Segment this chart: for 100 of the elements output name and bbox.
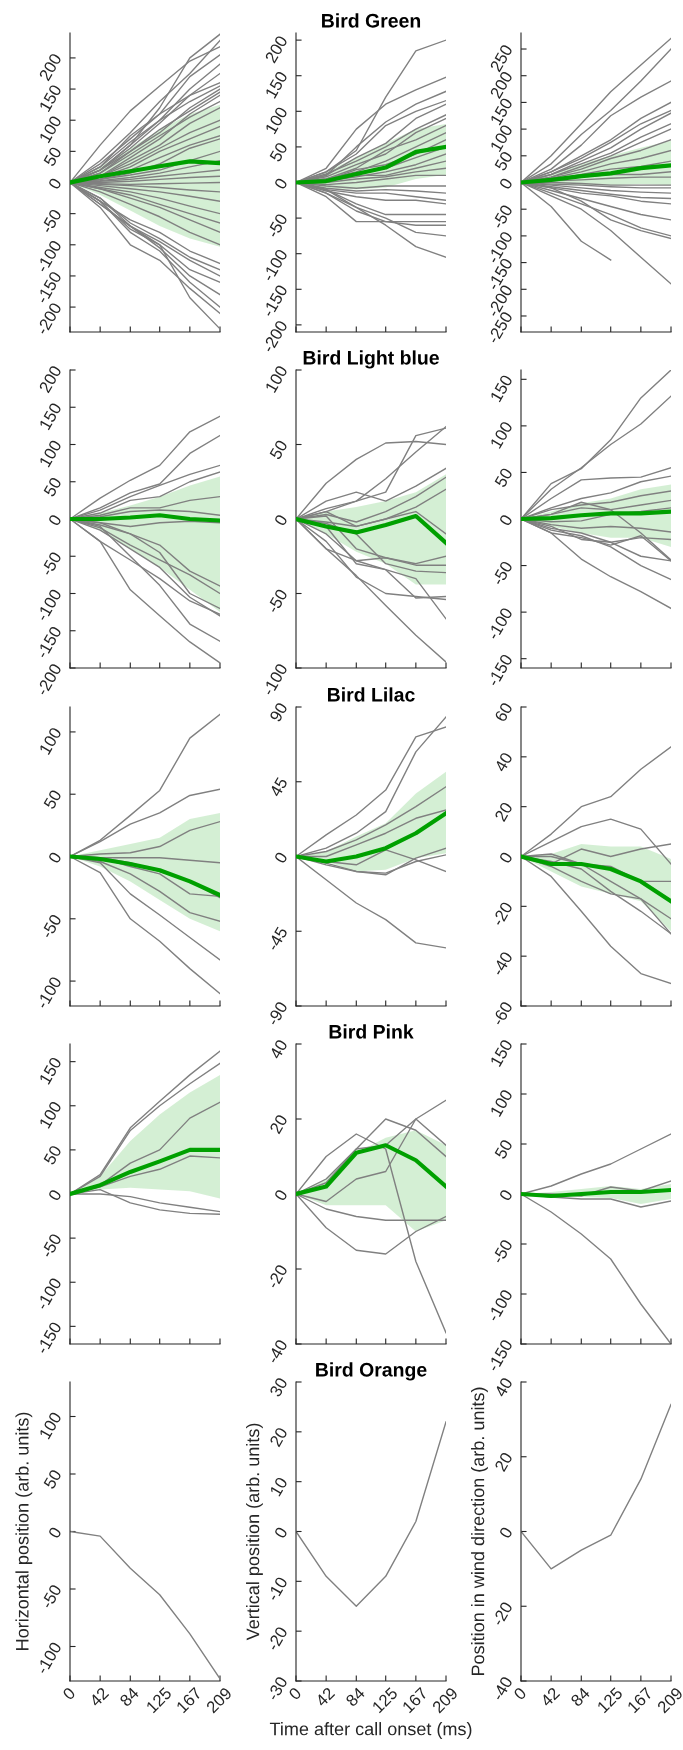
y-tick-label: 200 (38, 364, 62, 394)
y-tick-label: -50 (40, 1232, 62, 1259)
y-tick-label: 20 (494, 1451, 513, 1473)
y-tick-label: -40 (266, 1338, 288, 1365)
chart-title: Bird Orange (316, 1362, 427, 1381)
x-tick-label: 84 (345, 1686, 366, 1708)
y-tick-label: 100 (38, 1100, 62, 1129)
y-tick-label: 0 (498, 177, 513, 191)
y-tick-label: 150 (38, 1056, 62, 1085)
y-tick-label: 100 (38, 114, 62, 144)
y-tick-label: 0 (47, 177, 62, 191)
y-tick-label: -30 (266, 1675, 288, 1702)
y-tick-label: 0 (498, 1526, 513, 1540)
y-tick-label: 50 (269, 439, 288, 461)
y-tick-label: 50 (494, 467, 513, 488)
y-tick-label: 100 (38, 726, 62, 755)
y-tick-label: 40 (493, 1376, 513, 1398)
y-tick-label: 0 (273, 851, 288, 865)
y-tick-label: -20 (491, 1600, 513, 1627)
y-tick-label: 60 (494, 701, 513, 723)
chart-title: Bird Green (322, 13, 421, 28)
y-tick-label: 0 (273, 1526, 288, 1540)
y-tick-label: -50 (40, 913, 62, 940)
y-tick-label: 90 (269, 701, 288, 723)
x-tick-label: 209 (205, 1686, 233, 1714)
y-tick-label: 0 (273, 1188, 288, 1202)
x-axis-title: Time after call onset (ms) (269, 1722, 472, 1739)
y-tick-label: 150 (38, 401, 62, 431)
y-tick-label: 150 (489, 1038, 513, 1068)
y-tick-label: -20 (266, 1625, 288, 1652)
x-tick-label: 167 (175, 1686, 203, 1714)
y-tick-label: -50 (40, 208, 62, 234)
y-tick-label: 40 (493, 751, 513, 773)
y-tick-label: 50 (43, 476, 62, 498)
y-tick-label: -90 (266, 1000, 288, 1027)
x-tick-label: 0 (62, 1686, 76, 1701)
y-tick-label: 150 (489, 374, 513, 403)
x-tick-label: 84 (570, 1686, 591, 1708)
y-tick-label: -50 (491, 1238, 513, 1265)
x-tick-label: 0 (288, 1686, 302, 1701)
y-tick-label: 0 (47, 1188, 62, 1202)
y-tick-label: 50 (269, 141, 288, 163)
y-axis-title: Vertical position (arb. units) (246, 1423, 263, 1641)
x-tick-label: 125 (596, 1686, 624, 1714)
y-tick-label: -50 (40, 550, 62, 577)
y-tick-label: 30 (269, 1376, 288, 1398)
y-tick-label: 0 (498, 1188, 513, 1202)
y-tick-label: -45 (266, 926, 288, 952)
x-tick-label: 84 (119, 1686, 140, 1708)
x-tick-label: 42 (88, 1686, 110, 1708)
y-tick-label: 0 (47, 513, 62, 527)
y-tick-label: 150 (38, 83, 62, 113)
y-tick-label: 20 (269, 1113, 288, 1135)
x-tick-label: 167 (401, 1686, 429, 1714)
y-tick-label: 50 (494, 1138, 513, 1160)
y-tick-label: 100 (264, 364, 288, 394)
y-tick-label: -50 (266, 588, 288, 614)
y-tick-label: 10 (269, 1476, 288, 1497)
x-tick-label: 209 (431, 1686, 459, 1714)
y-tick-label: 40 (268, 1038, 288, 1060)
y-tick-label: 0 (47, 851, 62, 865)
chart-title: Bird Pink (329, 1024, 414, 1039)
y-tick-label: 20 (494, 801, 513, 823)
chart-title: Bird Light blue (303, 350, 439, 369)
y-tick-label: 0 (47, 1526, 62, 1540)
y-tick-label: -20 (491, 901, 513, 927)
y-tick-label: -50 (491, 203, 513, 230)
y-tick-label: 50 (43, 788, 62, 810)
y-tick-label: 50 (43, 146, 62, 167)
x-tick-label: 125 (371, 1686, 399, 1714)
y-tick-label: -50 (491, 560, 513, 586)
y-tick-label: 200 (38, 52, 62, 82)
x-tick-label: 42 (539, 1686, 561, 1708)
y-tick-label: 45 (269, 776, 288, 798)
y-tick-label: 100 (489, 1088, 513, 1118)
y-tick-label: 0 (498, 851, 513, 865)
x-tick-label: 209 (656, 1686, 683, 1714)
y-axis-title: Position in wind direction (arb. units) (471, 1387, 488, 1676)
y-tick-label: 0 (273, 177, 288, 191)
y-tick-label: 100 (489, 420, 513, 449)
y-tick-label: 50 (43, 1468, 62, 1490)
y-tick-label: -40 (491, 950, 513, 977)
x-tick-label: 125 (145, 1686, 173, 1714)
y-tick-label: 100 (38, 1411, 62, 1440)
x-tick-label: 42 (314, 1686, 336, 1708)
chart-title: Bird Lilac (328, 687, 415, 702)
y-tick-label: 200 (264, 34, 288, 64)
y-tick-label: 0 (273, 513, 288, 527)
y-tick-label: -50 (266, 212, 288, 239)
y-tick-label: -60 (491, 1000, 513, 1027)
x-tick-label: 0 (513, 1686, 527, 1701)
y-tick-label: -10 (266, 1576, 288, 1602)
y-tick-label: 100 (264, 106, 288, 135)
y-tick-label: 50 (43, 1144, 62, 1166)
y-tick-label: 20 (269, 1426, 288, 1448)
y-tick-label: 0 (498, 513, 513, 527)
y-tick-label: -50 (40, 1583, 62, 1610)
y-tick-label: 150 (264, 70, 288, 99)
y-axis-title: Horizontal position (arb. units) (15, 1412, 33, 1650)
y-tick-label: 100 (38, 439, 62, 468)
